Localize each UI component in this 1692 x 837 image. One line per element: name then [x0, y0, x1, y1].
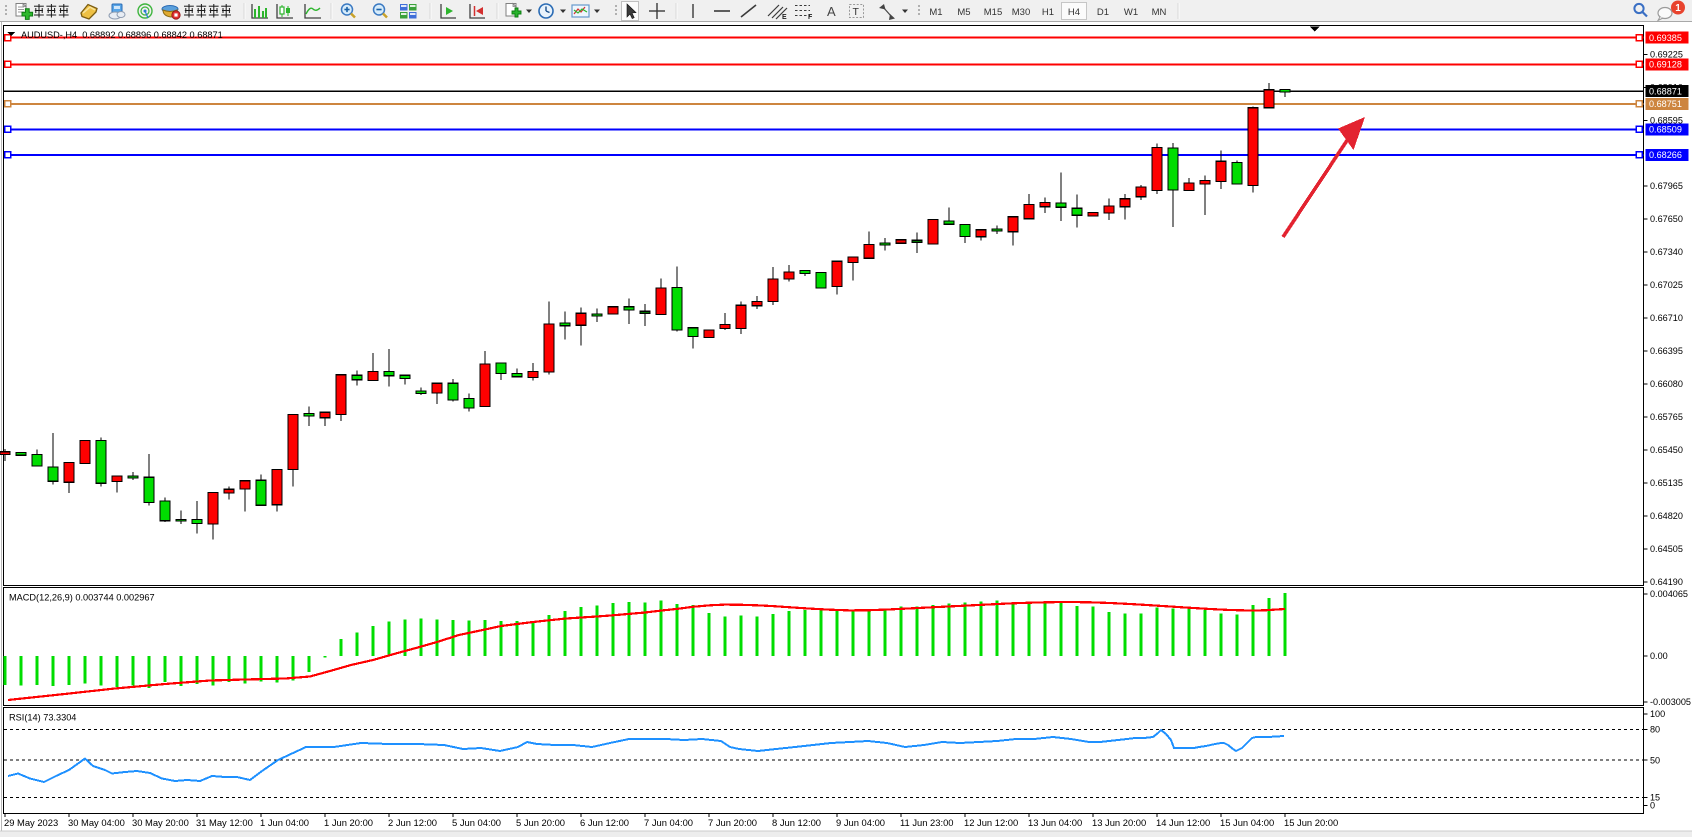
svg-text:MN: MN [1152, 7, 1167, 18]
svg-text:1: 1 [1675, 3, 1681, 14]
svg-text:1 Jun 04:00: 1 Jun 04:00 [260, 817, 309, 828]
svg-text:0.67650: 0.67650 [1650, 214, 1683, 224]
svg-text:100: 100 [1650, 709, 1665, 719]
svg-text:0.69385: 0.69385 [1649, 33, 1682, 43]
svg-text:A: A [827, 4, 836, 19]
svg-text:M30: M30 [1012, 7, 1030, 18]
svg-text:15 Jun 20:00: 15 Jun 20:00 [1284, 817, 1338, 828]
svg-text:0.64190: 0.64190 [1650, 577, 1683, 587]
svg-text:0.68751: 0.68751 [1649, 99, 1682, 109]
svg-text:H4: H4 [1068, 7, 1080, 18]
svg-text:-0.003005: -0.003005 [1650, 697, 1691, 707]
svg-text:6 Jun 12:00: 6 Jun 12:00 [580, 817, 629, 828]
svg-text:MACD(12,26,9) 0.003744 0.00296: MACD(12,26,9) 0.003744 0.002967 [9, 593, 155, 603]
svg-text:T: T [853, 6, 860, 18]
svg-text:80: 80 [1650, 725, 1660, 735]
svg-text:0.68871: 0.68871 [1649, 86, 1682, 96]
svg-text:0.68509: 0.68509 [1649, 125, 1682, 135]
svg-text:7 Jun 04:00: 7 Jun 04:00 [644, 817, 693, 828]
svg-text:0.69225: 0.69225 [1650, 50, 1683, 60]
svg-text:0.69128: 0.69128 [1649, 60, 1682, 70]
svg-text:0.004065: 0.004065 [1650, 589, 1688, 599]
svg-text:M1: M1 [929, 7, 942, 18]
svg-text:7 Jun 20:00: 7 Jun 20:00 [708, 817, 757, 828]
svg-text:M5: M5 [957, 7, 970, 18]
svg-text:0.64505: 0.64505 [1650, 544, 1683, 554]
svg-text:F: F [808, 14, 813, 21]
svg-text:9 Jun 04:00: 9 Jun 04:00 [836, 817, 885, 828]
svg-text:0.68266: 0.68266 [1649, 150, 1682, 160]
svg-text:30 May 04:00: 30 May 04:00 [68, 817, 125, 828]
svg-text:1 Jun 20:00: 1 Jun 20:00 [324, 817, 373, 828]
svg-text:0.68595: 0.68595 [1650, 116, 1683, 126]
svg-text:5 Jun 20:00: 5 Jun 20:00 [516, 817, 565, 828]
svg-text:13 Jun 20:00: 13 Jun 20:00 [1092, 817, 1146, 828]
svg-text:M15: M15 [984, 7, 1002, 18]
svg-text:0.65135: 0.65135 [1650, 478, 1683, 488]
svg-text:0.67025: 0.67025 [1650, 280, 1683, 290]
svg-text:13 Jun 04:00: 13 Jun 04:00 [1028, 817, 1082, 828]
svg-text:8 Jun 12:00: 8 Jun 12:00 [772, 817, 821, 828]
svg-text:H1: H1 [1042, 7, 1054, 18]
svg-text:5 Jun 04:00: 5 Jun 04:00 [452, 817, 501, 828]
svg-text:12 Jun 12:00: 12 Jun 12:00 [964, 817, 1018, 828]
svg-text:E: E [782, 14, 787, 21]
svg-text:AUDUSD-,H4 0.68892 0.68896 0.: AUDUSD-,H4 0.68892 0.68896 0.68842 0.688… [21, 30, 223, 40]
svg-text:50: 50 [1650, 755, 1660, 765]
svg-text:RSI(14) 73.3304: RSI(14) 73.3304 [9, 713, 76, 723]
svg-text:0.67965: 0.67965 [1650, 181, 1683, 191]
svg-text:W1: W1 [1124, 7, 1138, 18]
svg-text:15: 15 [1650, 793, 1660, 803]
svg-text:15 Jun 04:00: 15 Jun 04:00 [1220, 817, 1274, 828]
svg-text:D1: D1 [1097, 7, 1109, 18]
svg-text:0.65450: 0.65450 [1650, 445, 1683, 455]
svg-text:0.67340: 0.67340 [1650, 247, 1683, 257]
svg-text:11 Jun 23:00: 11 Jun 23:00 [900, 817, 954, 828]
svg-text:0.00: 0.00 [1650, 651, 1668, 661]
svg-text:0.66080: 0.66080 [1650, 379, 1683, 389]
svg-text:0.64820: 0.64820 [1650, 511, 1683, 521]
svg-text:30 May 20:00: 30 May 20:00 [132, 817, 189, 828]
svg-text:31 May 12:00: 31 May 12:00 [196, 817, 253, 828]
svg-text:0.65765: 0.65765 [1650, 412, 1683, 422]
svg-text:14 Jun 12:00: 14 Jun 12:00 [1156, 817, 1210, 828]
svg-text:29 May 2023: 29 May 2023 [4, 817, 58, 828]
svg-text:2 Jun 12:00: 2 Jun 12:00 [388, 817, 437, 828]
svg-text:0.66395: 0.66395 [1650, 346, 1683, 356]
svg-text:0.66710: 0.66710 [1650, 313, 1683, 323]
svg-text:0: 0 [1650, 801, 1655, 811]
